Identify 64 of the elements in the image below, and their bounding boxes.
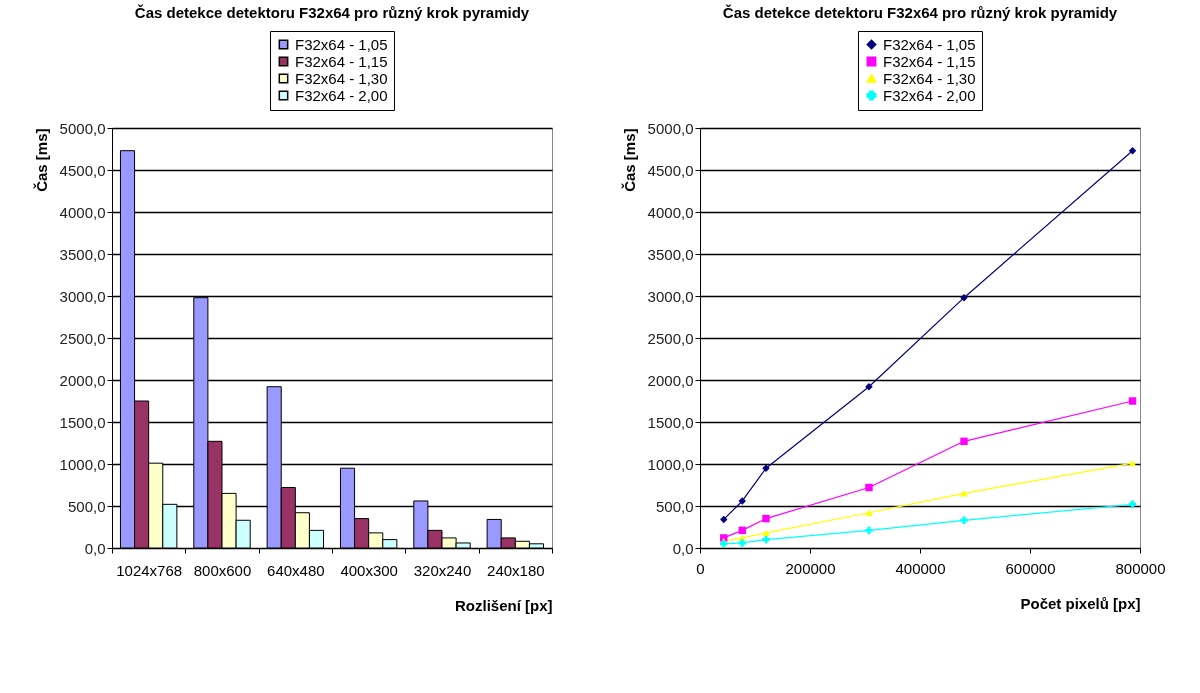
point (1128, 397, 1136, 405)
y-axis-title: Čas [ms] (620, 128, 638, 192)
chart-title: Čas detekce detektoru F32x64 pro různý krok pyramidy (135, 3, 531, 21)
point (1128, 459, 1136, 467)
legend-label: F32x64 - 1,30 (295, 69, 388, 87)
point (762, 514, 770, 523)
x-axis-title: Počet pixelů [px] (1020, 594, 1141, 612)
point (960, 490, 968, 497)
x-tick-label: 600000 (1005, 559, 1056, 577)
x-tick-label: 320x240 (413, 561, 472, 579)
chart-title: Čas detekce detektoru F32x64 pro různý krok pyramidy (722, 3, 1118, 21)
x-tick-label: 640x480 (267, 561, 325, 579)
point (762, 529, 770, 537)
x-tick-label: 800x600 (193, 561, 252, 579)
legend-label: F32x64 - 1,15 (882, 52, 976, 70)
y-tick-label: 5000,0 (647, 119, 694, 137)
point (865, 383, 873, 391)
y-tick-label: 1000,0 (59, 455, 106, 473)
point (960, 437, 968, 446)
point (762, 535, 770, 544)
y-tick-label: 5000,0 (59, 119, 106, 137)
y-tick-label: 3000,0 (59, 287, 106, 305)
x-tick-label: 240x180 (487, 561, 545, 579)
x-tick-label: 200000 (785, 559, 836, 577)
legend-label: F32x64 - 1,05 (295, 35, 388, 53)
y-tick-label: 0,0 (672, 539, 694, 557)
x-axis-title: Rozlišení [px] (455, 596, 553, 614)
legend-label: F32x64 - 1,15 (295, 52, 388, 70)
y-tick-label: 0,0 (84, 539, 106, 557)
y-tick-label: 500,0 (655, 497, 694, 515)
legend-label: F32x64 - 2,00 (882, 86, 976, 104)
y-tick-label: 1000,0 (647, 455, 694, 473)
point (1128, 146, 1136, 155)
y-tick-label: 4500,0 (647, 161, 694, 179)
y-tick-label: 2000,0 (59, 371, 106, 389)
point (865, 483, 873, 492)
legend-label: F32x64 - 2,00 (295, 86, 388, 104)
y-tick-label: 1500,0 (59, 413, 106, 431)
x-tick-label: 400000 (895, 559, 946, 577)
y-tick-label: 1500,0 (647, 413, 694, 431)
point (960, 516, 968, 524)
y-tick-label: 500,0 (68, 497, 106, 515)
y-tick-label: 3500,0 (647, 245, 694, 263)
legend-label: F32x64 - 1,05 (882, 35, 976, 53)
y-tick-label: 3000,0 (647, 287, 694, 305)
x-tick-label: 800000 (1115, 559, 1166, 577)
y-tick-label: 4500,0 (59, 161, 106, 179)
y-tick-label: 3500,0 (59, 245, 106, 263)
x-tick-label: 0 (696, 559, 705, 577)
x-tick-label: 1024x768 (116, 561, 183, 579)
point (865, 526, 873, 535)
point (719, 515, 728, 524)
y-tick-label: 2000,0 (647, 371, 694, 389)
y-tick-label: 2500,0 (647, 329, 694, 347)
point (960, 293, 968, 302)
y-tick-label: 4000,0 (647, 203, 694, 221)
point (738, 539, 746, 547)
point (865, 509, 873, 516)
x-tick-label: 400x300 (340, 561, 399, 579)
point (1128, 500, 1136, 509)
y-axis-title: Čas [ms] (32, 128, 50, 192)
legend-label: F32x64 - 1,30 (882, 69, 976, 87)
y-tick-label: 4000,0 (59, 203, 106, 221)
y-tick-label: 2500,0 (59, 329, 106, 347)
